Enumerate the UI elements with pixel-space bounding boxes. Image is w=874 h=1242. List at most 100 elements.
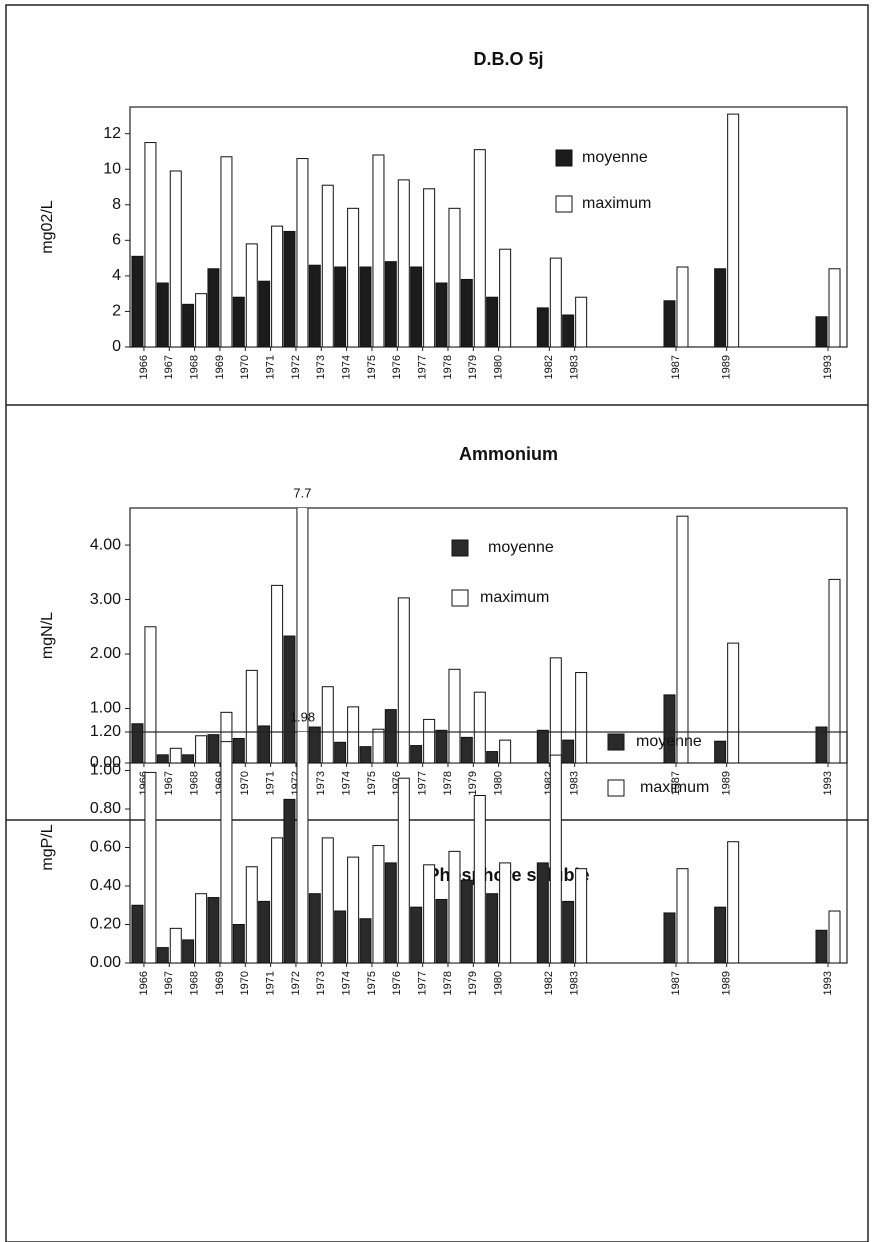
x-tick-label: 1973	[315, 771, 327, 795]
bar	[271, 225, 284, 347]
bar	[195, 293, 208, 347]
y-tick-label: 2	[112, 303, 121, 320]
x-tick-label: 1968	[189, 771, 201, 795]
legend-swatch	[607, 733, 625, 751]
bar	[676, 868, 689, 963]
x-tick-label: 1966	[138, 355, 150, 379]
bar	[232, 296, 245, 347]
bar	[473, 691, 486, 763]
x-tick-label: 1987	[670, 355, 682, 379]
bar	[182, 303, 195, 347]
bar	[410, 745, 423, 763]
bar	[828, 910, 841, 963]
bar	[321, 837, 334, 963]
bar	[232, 924, 245, 963]
x-tick-label: 1983	[569, 771, 581, 795]
bar	[347, 207, 360, 347]
bar	[131, 904, 144, 963]
bar	[144, 771, 157, 963]
x-tick-label: 1980	[493, 355, 505, 379]
bar	[347, 706, 360, 763]
bar	[308, 726, 321, 763]
bar	[156, 754, 169, 763]
outer-frame	[5, 4, 869, 1242]
bar	[575, 868, 588, 963]
bar	[182, 939, 195, 963]
y-tick-label: 4	[112, 267, 121, 284]
bar	[359, 918, 372, 963]
bar	[473, 149, 486, 347]
bar	[499, 248, 512, 347]
bar	[663, 912, 676, 963]
x-tick-label: 1967	[163, 355, 175, 379]
bar	[562, 314, 575, 347]
x-tick-label: 1983	[569, 355, 581, 379]
legend-label: moyenne	[636, 733, 702, 750]
bar	[676, 266, 689, 347]
x-tick-label: 1969	[214, 355, 226, 379]
y-tick-label: 1.20	[90, 723, 121, 740]
bar	[232, 737, 245, 763]
bar	[562, 739, 575, 763]
bar	[663, 694, 676, 763]
bar	[144, 142, 157, 347]
bar	[220, 156, 233, 347]
x-tick-label: 1979	[467, 355, 479, 379]
bar	[486, 893, 499, 963]
bar	[536, 862, 549, 963]
legend-label: maximum	[640, 779, 709, 796]
bar	[296, 508, 309, 763]
bar	[410, 906, 423, 963]
y-tick-label: 1.00	[90, 700, 121, 717]
bar	[815, 316, 828, 347]
chart-title: Ammonium	[459, 444, 558, 464]
bar	[536, 729, 549, 763]
bar	[321, 184, 334, 347]
legend-label: maximum	[582, 195, 651, 212]
x-tick-label: 1978	[442, 771, 454, 795]
bar	[271, 584, 284, 763]
legend-swatch	[555, 149, 573, 167]
y-tick-label: 0.40	[90, 877, 121, 894]
legend-swatch	[607, 779, 625, 797]
bar	[486, 296, 499, 347]
x-tick-label: 1970	[239, 771, 251, 795]
bar	[815, 726, 828, 763]
bar	[283, 230, 296, 347]
bar	[258, 280, 271, 347]
x-tick-label: 1989	[721, 971, 733, 995]
bar	[347, 856, 360, 963]
bar	[448, 207, 461, 347]
value-label: 1.98	[290, 709, 315, 724]
chart-title: D.B.O 5j	[473, 49, 543, 69]
y-tick-label: 0.80	[90, 800, 121, 817]
bar	[220, 741, 233, 963]
x-tick-label: 1977	[417, 355, 429, 379]
y-tick-label: 0.00	[90, 754, 121, 771]
x-tick-label: 1971	[265, 971, 277, 995]
bar	[727, 113, 740, 347]
bar	[334, 741, 347, 763]
bar	[815, 929, 828, 963]
bar	[296, 158, 309, 347]
value-label: 7.7	[293, 485, 311, 500]
bar	[423, 864, 436, 963]
x-tick-label: 1969	[214, 971, 226, 995]
bar	[714, 268, 727, 347]
bar	[169, 927, 182, 963]
bar	[271, 837, 284, 963]
y-tick-label: 0.60	[90, 839, 121, 856]
bar	[131, 255, 144, 347]
bar	[435, 729, 448, 763]
bar	[283, 635, 296, 763]
bar	[308, 264, 321, 347]
y-tick-label: 3.00	[90, 591, 121, 608]
x-tick-label: 1976	[391, 355, 403, 379]
bar	[423, 718, 436, 763]
bar	[575, 672, 588, 763]
y-tick-label: 4.00	[90, 536, 121, 553]
x-tick-label: 1973	[315, 355, 327, 379]
y-tick-label: 10	[103, 160, 121, 177]
bar	[207, 897, 220, 963]
bar	[549, 657, 562, 763]
